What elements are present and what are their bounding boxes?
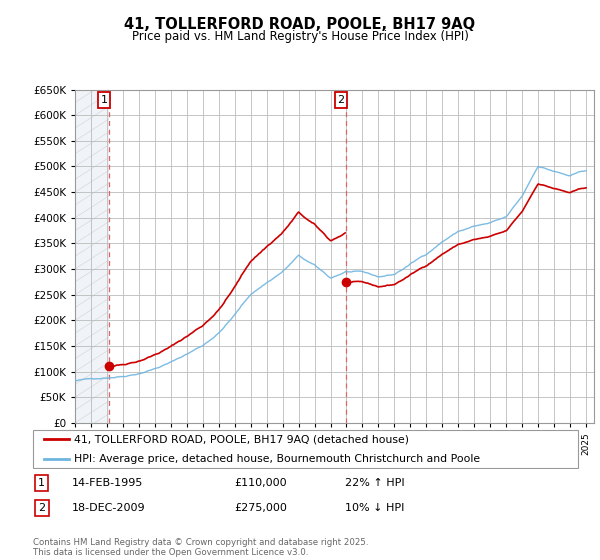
Text: HPI: Average price, detached house, Bournemouth Christchurch and Poole: HPI: Average price, detached house, Bour… (74, 454, 480, 464)
Text: 1: 1 (38, 478, 45, 488)
Text: Contains HM Land Registry data © Crown copyright and database right 2025.
This d: Contains HM Land Registry data © Crown c… (33, 538, 368, 557)
Text: £110,000: £110,000 (234, 478, 287, 488)
FancyBboxPatch shape (33, 430, 578, 468)
Text: 18-DEC-2009: 18-DEC-2009 (71, 503, 145, 513)
Text: 10% ↓ HPI: 10% ↓ HPI (344, 503, 404, 513)
Text: 22% ↑ HPI: 22% ↑ HPI (344, 478, 404, 488)
Text: 41, TOLLERFORD ROAD, POOLE, BH17 9AQ (detached house): 41, TOLLERFORD ROAD, POOLE, BH17 9AQ (de… (74, 434, 409, 444)
Text: 14-FEB-1995: 14-FEB-1995 (71, 478, 143, 488)
Text: 2: 2 (38, 503, 46, 513)
Text: Price paid vs. HM Land Registry's House Price Index (HPI): Price paid vs. HM Land Registry's House … (131, 30, 469, 43)
Text: 2: 2 (337, 95, 344, 105)
Text: 1: 1 (101, 95, 107, 105)
Text: £275,000: £275,000 (234, 503, 287, 513)
Text: 41, TOLLERFORD ROAD, POOLE, BH17 9AQ: 41, TOLLERFORD ROAD, POOLE, BH17 9AQ (124, 17, 476, 32)
